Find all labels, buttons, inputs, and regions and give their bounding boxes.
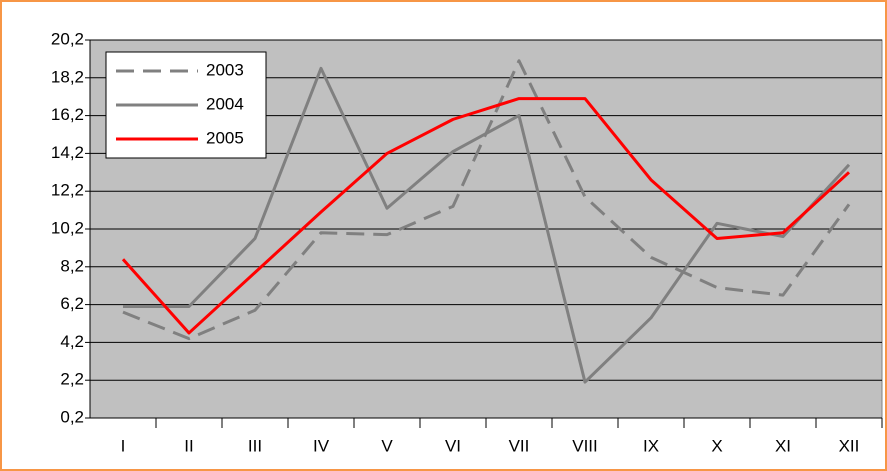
y-tick-label: 14,2 [51, 143, 84, 162]
x-tick-label: I [121, 436, 126, 455]
x-tick-label: VII [509, 436, 530, 455]
y-tick-label: 18,2 [51, 67, 84, 86]
x-tick-label: VI [445, 436, 461, 455]
y-tick-label: 16,2 [51, 105, 84, 124]
legend-label: 2005 [206, 128, 244, 147]
x-tick-label: IX [643, 436, 659, 455]
series-line [123, 66, 851, 384]
series-line [121, 97, 851, 335]
y-tick-label: 20,2 [51, 29, 84, 48]
y-tick-label: 4,2 [60, 332, 84, 351]
y-tick-label: 12,2 [51, 181, 84, 200]
x-tick-label: II [184, 436, 193, 455]
x-tick-label: VIII [572, 436, 598, 455]
y-tick-label: 6,2 [60, 294, 84, 313]
y-tick-label: 0,2 [60, 407, 84, 426]
x-tick-label: III [248, 436, 262, 455]
x-tick-label: XII [839, 436, 860, 455]
x-tick-label: XI [775, 436, 791, 455]
legend-label: 2004 [206, 94, 244, 113]
x-tick-label: V [381, 436, 393, 455]
x-tick-label: IV [313, 436, 330, 455]
legend-label: 2003 [206, 60, 244, 79]
x-tick-label: X [711, 436, 722, 455]
y-tick-label: 8,2 [60, 256, 84, 275]
y-tick-label: 10,2 [51, 218, 84, 237]
y-tick-label: 2,2 [60, 370, 84, 389]
